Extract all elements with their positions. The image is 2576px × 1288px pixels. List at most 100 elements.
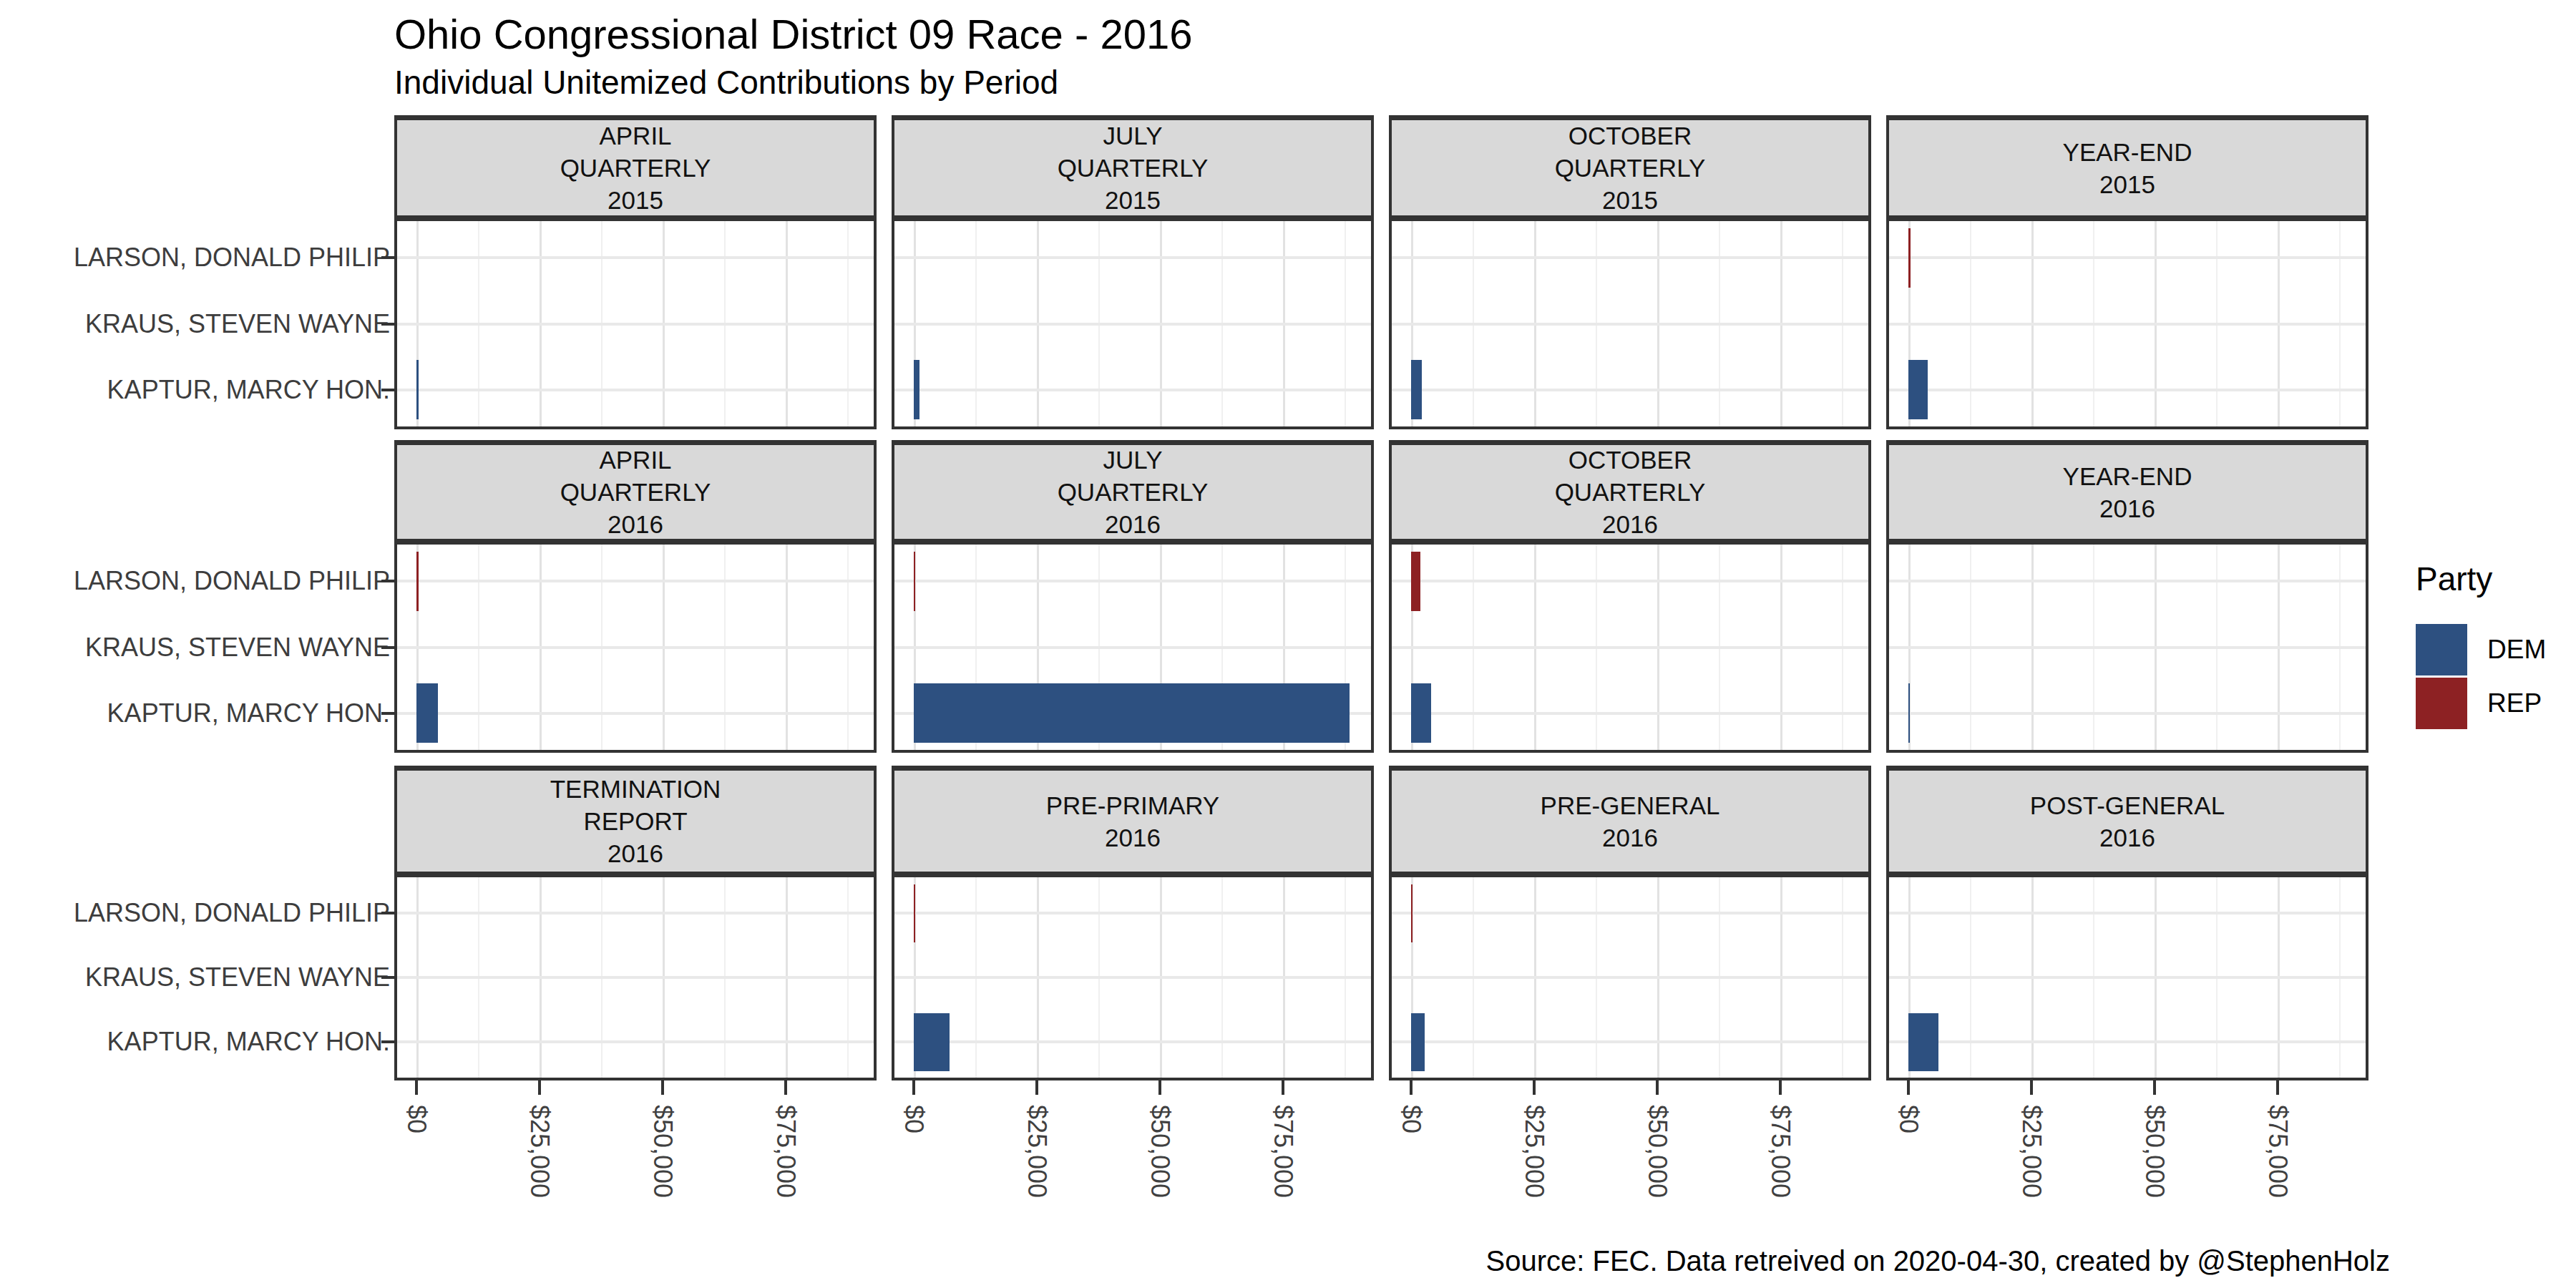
facet-strip-label: YEAR-END bbox=[2063, 460, 2192, 492]
x-axis-tick-label-text: $0 bbox=[401, 1105, 431, 1248]
x-axis-tick-label: $25,000 bbox=[2016, 1105, 2047, 1248]
x-axis-tick-label-text: $25,000 bbox=[1022, 1105, 1052, 1248]
x-axis-tick-label-text: $50,000 bbox=[648, 1105, 678, 1248]
facet-strip-label: 2016 bbox=[1602, 508, 1658, 540]
x-axis-tick-label: $0 bbox=[1395, 1105, 1427, 1248]
facet-strip: APRILQUARTERLY2015 bbox=[394, 115, 877, 218]
facet-strip-label: APRIL bbox=[599, 119, 671, 152]
legend-swatch bbox=[2416, 624, 2467, 675]
contribution-bar bbox=[1411, 360, 1422, 419]
facet-strip-label: PRE-GENERAL bbox=[1541, 789, 1720, 821]
x-axis-tick-label-text: $0 bbox=[1396, 1105, 1426, 1248]
facet-panel bbox=[892, 874, 1374, 1080]
x-axis-tick-label: $0 bbox=[1893, 1105, 1924, 1248]
contribution-bar bbox=[1411, 683, 1431, 743]
gridline-horizontal-major bbox=[397, 389, 874, 391]
y-axis-candidate-label: LARSON, DONALD PHILIP bbox=[74, 898, 390, 928]
x-axis-tick-label: $75,000 bbox=[1765, 1105, 1796, 1248]
gridline-horizontal-major bbox=[1392, 256, 1868, 259]
facet-strip-label: PRE-PRIMARY bbox=[1046, 789, 1219, 821]
contribution-bar bbox=[1908, 1013, 1938, 1071]
facet-strip: APRILQUARTERLY2016 bbox=[394, 440, 877, 542]
gridline-horizontal-major bbox=[894, 646, 1371, 649]
x-axis-tick-label: $25,000 bbox=[1021, 1105, 1053, 1248]
x-axis-tick-label-text: $0 bbox=[899, 1105, 929, 1248]
gridline-horizontal-major bbox=[1889, 712, 2366, 715]
contribution-bar bbox=[914, 360, 919, 419]
gridline-horizontal-major bbox=[894, 389, 1371, 391]
legend-item-label: REP bbox=[2487, 688, 2542, 718]
gridline-horizontal-major bbox=[397, 323, 874, 326]
x-axis-tick bbox=[2030, 1080, 2033, 1095]
contribution-bar bbox=[1411, 884, 1413, 942]
x-axis-tick-label: $0 bbox=[898, 1105, 930, 1248]
x-axis-tick bbox=[1035, 1080, 1038, 1095]
x-axis-tick bbox=[1656, 1080, 1659, 1095]
x-axis-tick-label-text: $75,000 bbox=[771, 1105, 801, 1248]
facet-strip-label: 2015 bbox=[608, 184, 663, 216]
legend-title: Party bbox=[2416, 560, 2546, 598]
facet-strip: POST-GENERAL2016 bbox=[1886, 766, 2368, 874]
gridline-horizontal-major bbox=[894, 256, 1371, 259]
gridline-horizontal-major bbox=[1392, 580, 1868, 582]
facet-panel bbox=[892, 542, 1374, 753]
gridline-horizontal-major bbox=[397, 976, 874, 979]
gridline-horizontal-major bbox=[1889, 256, 2366, 259]
x-axis-tick-label-text: $50,000 bbox=[1145, 1105, 1175, 1248]
facet-strip: YEAR-END2015 bbox=[1886, 115, 2368, 218]
gridline-horizontal-major bbox=[1889, 389, 2366, 391]
facet-panel bbox=[892, 218, 1374, 429]
y-axis-candidate-label: KAPTUR, MARCY HON. bbox=[107, 1027, 390, 1057]
facet-panel bbox=[1389, 874, 1871, 1080]
x-axis-tick-label-text: $50,000 bbox=[2140, 1105, 2170, 1248]
gridline-horizontal-major bbox=[1889, 580, 2366, 582]
x-axis-tick-label-text: $0 bbox=[1893, 1105, 1923, 1248]
facet-panel bbox=[1886, 542, 2368, 753]
y-axis-candidate-label: KAPTUR, MARCY HON. bbox=[107, 698, 390, 728]
y-axis-candidate-label: LARSON, DONALD PHILIP bbox=[74, 566, 390, 596]
facet-panel bbox=[394, 874, 877, 1080]
contribution-bar bbox=[416, 552, 419, 611]
gridline-horizontal-major bbox=[397, 256, 874, 259]
y-axis-tick bbox=[381, 1040, 394, 1043]
facet-strip-label: OCTOBER bbox=[1568, 444, 1692, 476]
x-axis-tick-label-text: $25,000 bbox=[1519, 1105, 1549, 1248]
gridline-horizontal-major bbox=[1392, 323, 1868, 326]
y-axis-candidate-label: KRAUS, STEVEN WAYNE bbox=[85, 633, 390, 663]
gridline-horizontal-major bbox=[1392, 712, 1868, 715]
x-axis-tick bbox=[415, 1080, 418, 1095]
x-axis-tick-label: $75,000 bbox=[1267, 1105, 1299, 1248]
facet-strip-label: 2015 bbox=[2099, 168, 2155, 200]
facet-strip-label: POST-GENERAL bbox=[2030, 789, 2225, 821]
facet-strip-label: QUARTERLY bbox=[1555, 476, 1706, 508]
y-axis-tick bbox=[381, 256, 394, 259]
contribution-bar bbox=[914, 1013, 950, 1071]
gridline-horizontal-major bbox=[1392, 646, 1868, 649]
facet-strip-label: 2015 bbox=[1105, 184, 1161, 216]
facet-strip: OCTOBERQUARTERLY2015 bbox=[1389, 115, 1871, 218]
facet-strip-label: JULY bbox=[1103, 444, 1163, 476]
facet-strip: PRE-PRIMARY2016 bbox=[892, 766, 1374, 874]
y-axis-tick bbox=[381, 580, 394, 582]
gridline-horizontal-major bbox=[1889, 912, 2366, 914]
facet-strip-label: YEAR-END bbox=[2063, 136, 2192, 168]
gridline-horizontal-major bbox=[894, 976, 1371, 979]
gridline-horizontal-major bbox=[894, 323, 1371, 326]
x-axis-tick bbox=[1779, 1080, 1782, 1095]
legend-item: REP bbox=[2416, 678, 2546, 729]
facet-panel bbox=[1886, 874, 2368, 1080]
y-axis-tick bbox=[381, 389, 394, 391]
legend-items: DEM REP bbox=[2416, 624, 2546, 729]
y-axis-candidate-label: KRAUS, STEVEN WAYNE bbox=[85, 309, 390, 339]
x-axis-tick-label-text: $25,000 bbox=[2016, 1105, 2046, 1248]
contribution-bar bbox=[1908, 360, 1928, 419]
contribution-bar bbox=[914, 552, 915, 611]
legend-item-label: DEM bbox=[2487, 635, 2546, 665]
contribution-bar bbox=[416, 683, 438, 743]
y-axis-tick bbox=[381, 323, 394, 326]
x-axis-tick-label-text: $75,000 bbox=[2263, 1105, 2293, 1248]
gridline-horizontal-major bbox=[397, 646, 874, 649]
legend-item: DEM bbox=[2416, 624, 2546, 675]
legend: Party DEM REP bbox=[2416, 560, 2546, 731]
y-axis-tick bbox=[381, 712, 394, 715]
